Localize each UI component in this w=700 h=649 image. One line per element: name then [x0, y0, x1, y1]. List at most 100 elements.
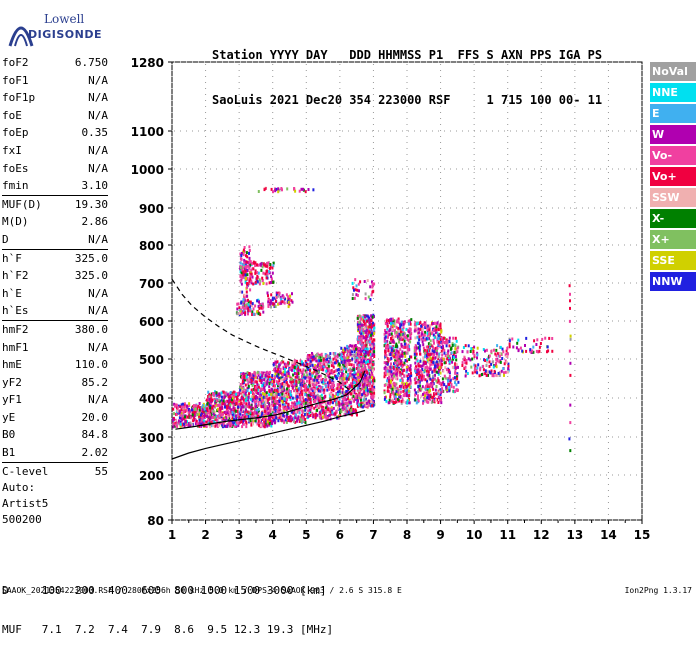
grid-dot — [373, 82, 374, 83]
grid-dot — [612, 475, 613, 476]
grid-dot — [288, 169, 289, 170]
echo-pixel — [308, 415, 310, 418]
echo-pixel — [348, 359, 350, 362]
y-tick-label: 80 — [147, 514, 164, 528]
grid-dot — [172, 214, 173, 215]
echo-pixel — [331, 411, 333, 414]
grid-dot — [282, 475, 283, 476]
grid-dot — [264, 169, 265, 170]
grid-dot — [574, 412, 575, 413]
grid-dot — [564, 520, 565, 521]
grid-dot — [312, 245, 313, 246]
grid-dot — [239, 244, 240, 245]
grid-dot — [570, 475, 571, 476]
grid-dot — [507, 394, 508, 395]
grid-dot — [312, 437, 313, 438]
grid-dot — [642, 214, 643, 215]
grid-dot — [306, 283, 307, 284]
grid-dot — [282, 520, 283, 521]
grid-dot — [373, 202, 374, 203]
grid-dot — [180, 169, 181, 170]
grid-dot — [642, 412, 643, 413]
echo-pixel — [295, 383, 297, 386]
grid-dot — [339, 460, 340, 461]
grid-dot — [624, 169, 625, 170]
echo-pixel — [192, 413, 194, 416]
grid-dot — [407, 274, 408, 275]
grid-dot — [510, 245, 511, 246]
grid-dot — [608, 94, 609, 95]
grid-dot — [474, 298, 475, 299]
echo-pixel — [332, 401, 334, 404]
echo-pixel — [337, 356, 339, 359]
grid-dot — [205, 322, 206, 323]
grid-dot — [246, 475, 247, 476]
grid-dot — [407, 64, 408, 65]
grid-dot — [486, 245, 487, 246]
grid-dot — [330, 475, 331, 476]
y-tick-label: 1000 — [131, 163, 164, 177]
grid-dot — [498, 245, 499, 246]
grid-dot — [373, 226, 374, 227]
grid-dot — [373, 262, 374, 263]
echo-pixel — [235, 402, 237, 405]
grid-dot — [198, 208, 199, 209]
grid-dot — [373, 448, 374, 449]
grid-dot — [552, 208, 553, 209]
grid-dot — [474, 322, 475, 323]
grid-dot — [407, 508, 408, 509]
grid-dot — [540, 131, 541, 132]
grid-dot — [306, 245, 307, 246]
grid-dot — [240, 520, 241, 521]
grid-dot — [239, 184, 240, 185]
grid-dot — [474, 70, 475, 71]
grid-dot — [440, 406, 441, 407]
grid-dot — [306, 514, 307, 515]
grid-dot — [373, 478, 374, 479]
grid-dot — [528, 520, 529, 521]
grid-dot — [474, 328, 475, 329]
echo-pixel — [218, 424, 220, 427]
grid-dot — [474, 388, 475, 389]
grid-dot — [507, 196, 508, 197]
grid-dot — [642, 190, 643, 191]
grid-dot — [228, 169, 229, 170]
grid-dot — [636, 62, 637, 63]
grid-dot — [174, 437, 175, 438]
grid-dot — [252, 245, 253, 246]
grid-dot — [606, 520, 607, 521]
grid-dot — [272, 124, 273, 125]
grid-dot — [258, 208, 259, 209]
grid-dot — [474, 238, 475, 239]
grid-dot — [318, 131, 319, 132]
grid-dot — [240, 321, 241, 322]
grid-dot — [172, 370, 173, 371]
x-tick-label: 14 — [600, 528, 617, 542]
echo-pixel — [262, 392, 264, 395]
grid-dot — [306, 490, 307, 491]
grid-dot — [541, 316, 542, 317]
grid-dot — [300, 131, 301, 132]
grid-dot — [574, 292, 575, 293]
grid-dot — [407, 202, 408, 203]
grid-dot — [426, 437, 427, 438]
grid-dot — [522, 520, 523, 521]
grid-dot — [294, 131, 295, 132]
grid-dot — [172, 388, 173, 389]
echo-pixel — [299, 411, 301, 414]
grid-dot — [642, 280, 643, 281]
grid-dot — [432, 208, 433, 209]
grid-dot — [541, 70, 542, 71]
echo-pixel — [297, 369, 299, 372]
x-tick-label: 5 — [302, 528, 310, 542]
echo-pixel — [224, 395, 226, 398]
grid-dot — [324, 437, 325, 438]
grid-dot — [339, 280, 340, 281]
grid-dot — [246, 62, 247, 63]
grid-dot — [474, 112, 475, 113]
grid-dot — [246, 245, 247, 246]
grid-dot — [432, 437, 433, 438]
grid-dot — [373, 220, 374, 221]
grid-dot — [378, 437, 379, 438]
grid-dot — [576, 398, 577, 399]
